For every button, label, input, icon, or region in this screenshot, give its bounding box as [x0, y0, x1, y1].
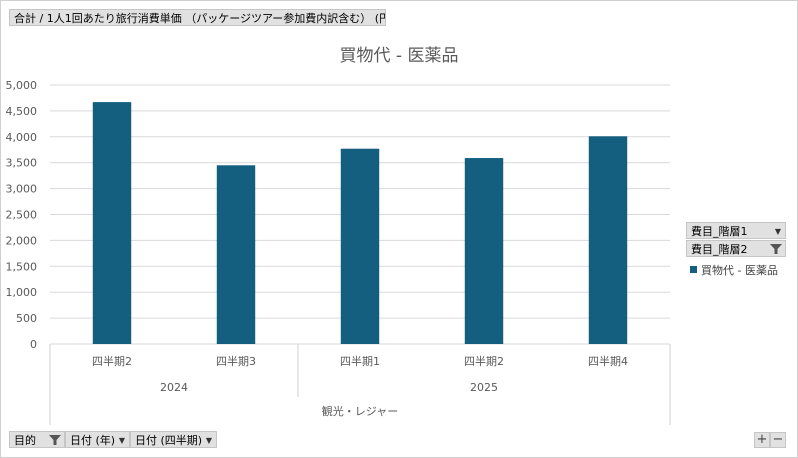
x-tick-label: 四半期2: [92, 354, 132, 368]
legend-filter-level1-label: 費目_階層1: [691, 225, 748, 238]
bar: [92, 102, 132, 345]
chevron-down-icon: ▼: [118, 436, 125, 445]
zoom-out-button[interactable]: −: [770, 432, 786, 448]
x-tick-label: 四半期2: [464, 354, 504, 368]
chevron-down-icon: ▼: [205, 436, 212, 445]
y-tick-label: 1,500: [6, 260, 38, 273]
legend-filter-level2-label: 費目_階層2: [691, 243, 748, 256]
y-tick-label: 0: [30, 338, 37, 351]
y-tick-label: 2,000: [6, 234, 38, 247]
filter-icon: [770, 244, 782, 254]
chevron-down-icon: ▼: [774, 227, 781, 236]
legend-filter-level1[interactable]: 費目_階層1 ▼: [686, 222, 786, 239]
legend-swatch: [690, 266, 697, 273]
group-label: 2025: [470, 381, 498, 394]
value-field-label: 合計 / 1人1回あたり旅行消費単価 （パッケージツアー参加費内訳含む） (円): [14, 12, 386, 25]
bar: [340, 148, 380, 344]
axis-filter-purpose-label: 目的: [14, 434, 36, 447]
axis-filter-year[interactable]: 日付 (年) ▼: [65, 431, 130, 448]
x-tick-label: 四半期3: [216, 354, 256, 368]
y-tick-label: 2,500: [6, 209, 38, 222]
outer-group-label: 観光・レジャー: [322, 404, 398, 418]
group-label: 2024: [160, 381, 188, 394]
bar: [464, 158, 504, 344]
legend-filter-level2[interactable]: 費目_階層2: [686, 240, 786, 257]
chart-title: 買物代 - 医薬品: [339, 46, 459, 66]
x-tick-label: 四半期1: [340, 354, 380, 368]
y-tick-label: 1,000: [6, 286, 38, 299]
y-tick-label: 3,500: [6, 157, 38, 170]
axis-filter-year-label: 日付 (年): [70, 434, 116, 447]
y-tick-label: 3,000: [6, 183, 38, 196]
y-tick-label: 4,000: [6, 131, 38, 144]
legend-entry-label: 買物代 - 医薬品: [701, 264, 778, 277]
legend-entry: 買物代 - 医薬品: [690, 262, 778, 278]
y-tick-label: 500: [16, 312, 37, 325]
value-field-button[interactable]: 合計 / 1人1回あたり旅行消費単価 （パッケージツアー参加費内訳含む） (円): [9, 9, 386, 26]
bar: [216, 165, 256, 344]
axis-filter-quarter[interactable]: 日付 (四半期) ▼: [130, 431, 217, 448]
axis-filter-purpose[interactable]: 目的: [9, 431, 65, 448]
axis-filter-quarter-label: 日付 (四半期): [135, 434, 203, 447]
zoom-in-button[interactable]: +: [754, 432, 770, 448]
y-tick-label: 4,500: [6, 105, 38, 118]
x-tick-label: 四半期4: [588, 354, 628, 368]
y-tick-label: 5,000: [6, 79, 38, 92]
filter-icon: [49, 435, 61, 445]
bar: [588, 136, 628, 344]
